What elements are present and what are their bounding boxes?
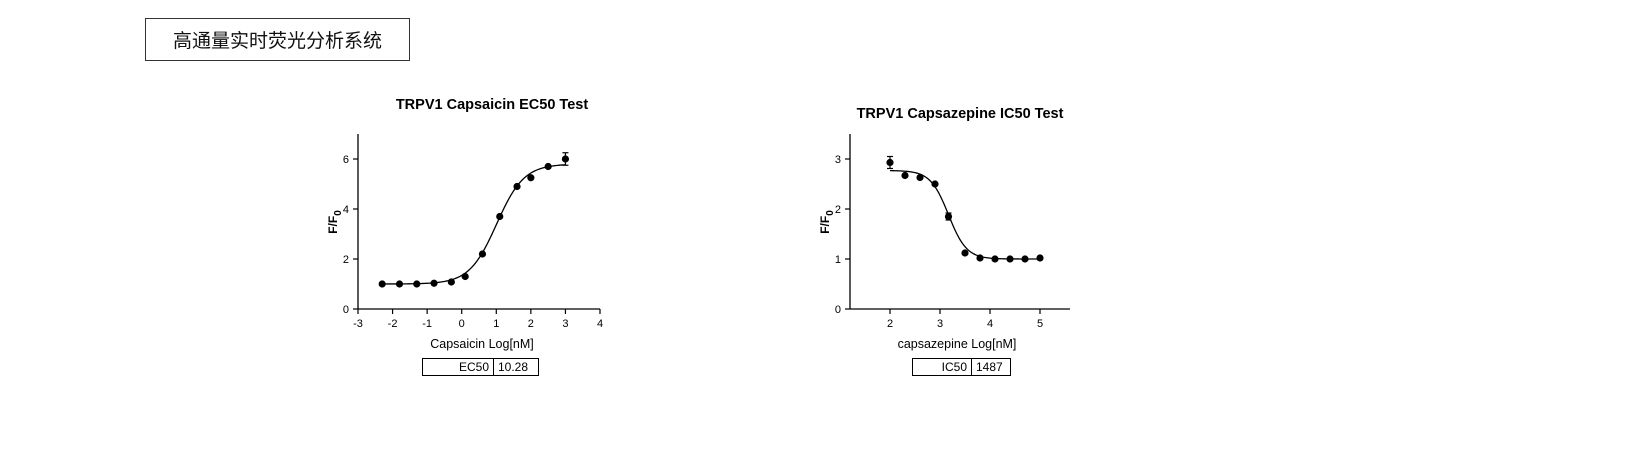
chart-0: TRPV1 Capsaicin EC50 Test-3 -2 -1 0 1 2 3 40246… — [326, 97, 603, 351]
y-tick-label: 2 — [343, 254, 349, 266]
fit-curve — [382, 164, 566, 285]
x-tick-label: 4 — [987, 318, 993, 330]
data-point — [961, 249, 969, 257]
x-tick-label: -1 — [422, 318, 432, 330]
data-point — [931, 180, 939, 188]
ec50-value: 10.28 — [493, 358, 539, 376]
data-point — [447, 278, 455, 286]
x-axis-title: capsazepine Log[nM] — [898, 337, 1017, 351]
y-tick-label: 0 — [835, 304, 841, 316]
data-point — [886, 158, 894, 167]
x-tick-label: 5 — [1037, 318, 1043, 330]
y-axis-title: F/F0 — [326, 210, 344, 234]
data-point — [413, 280, 421, 288]
x-tick-label: 3 — [937, 318, 943, 330]
y-axis-title-subscript: 0 — [333, 210, 344, 216]
x-tick-label: 3 — [562, 318, 568, 330]
x-tick-label: 4 — [597, 318, 603, 330]
data-point — [1021, 255, 1029, 263]
fit-curve — [889, 169, 1040, 260]
data-point — [561, 155, 570, 163]
data-point — [1036, 254, 1044, 262]
data-point — [496, 212, 504, 221]
ic50-label: IC50 — [912, 358, 972, 376]
y-tick-label: 6 — [343, 154, 349, 166]
chart-title: TRPV1 Capsaicin EC50 Test — [396, 97, 589, 113]
chart-title: TRPV1 Capsazepine IC50 Test — [857, 106, 1064, 122]
x-tick-label: 2 — [528, 318, 534, 330]
x-tick-label: 1 — [493, 318, 499, 330]
data-point — [916, 173, 924, 182]
chart-1: TRPV1 Capsazepine IC50 Test 2 3 4 5 0 1 2 3 capsa… — [818, 106, 1070, 351]
y-tick-label: 0 — [343, 304, 349, 316]
y-tick-label: 3 — [835, 154, 841, 166]
data-point — [478, 250, 487, 258]
data-point — [991, 255, 999, 263]
x-tick-label: -2 — [388, 318, 398, 330]
y-tick-label: 2 — [835, 204, 841, 216]
ic50-value: 1487 — [971, 358, 1011, 376]
x-tick-label: -3 — [353, 318, 363, 330]
data-point — [461, 272, 469, 281]
data-point — [944, 212, 953, 221]
y-tick-label: 4 — [343, 204, 349, 216]
data-point — [544, 162, 552, 171]
y-axis-title: F/F0 — [818, 210, 836, 234]
x-axis-title: Capsaicin Log[nM] — [430, 337, 534, 351]
x-tick-label: 2 — [887, 318, 893, 330]
data-point — [976, 254, 984, 262]
ec50-table: EC50 10.28 — [422, 358, 539, 376]
data-point — [513, 182, 521, 191]
data-point — [395, 280, 404, 288]
data-point — [430, 279, 438, 287]
page-title: 高通量实时荧光分析系统 — [145, 18, 410, 61]
ic50-table: IC50 1487 — [912, 358, 1011, 376]
data-point — [901, 171, 909, 180]
x-tick-label: 0 — [459, 318, 465, 330]
data-point — [1006, 255, 1014, 263]
data-point — [378, 280, 386, 288]
y-tick-label: 1 — [835, 254, 841, 266]
y-axis-title-subscript: 0 — [825, 210, 836, 216]
data-point — [527, 174, 535, 182]
ec50-label: EC50 — [422, 358, 494, 376]
